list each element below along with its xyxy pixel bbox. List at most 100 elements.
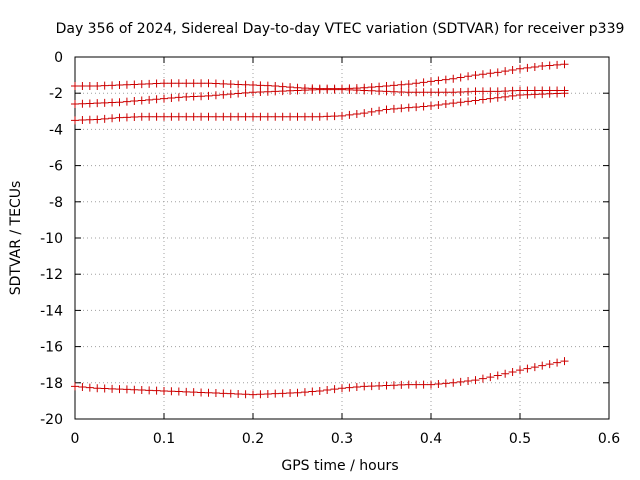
data-point-marker <box>263 87 272 96</box>
data-point-marker <box>174 79 183 88</box>
x-tick-label: 0.3 <box>331 431 353 447</box>
data-point-marker <box>278 389 287 398</box>
data-point-marker <box>538 361 547 370</box>
data-point-marker <box>560 60 569 69</box>
data-point-marker <box>323 112 332 121</box>
data-point-marker <box>300 112 309 121</box>
y-tick-label: -6 <box>49 159 63 175</box>
data-point-marker <box>523 63 532 72</box>
data-point-marker <box>145 386 154 395</box>
data-point-marker <box>441 379 450 388</box>
data-point-marker <box>241 88 250 97</box>
data-point-marker <box>85 383 94 392</box>
data-point-marker <box>122 97 131 106</box>
data-point-marker <box>100 98 109 107</box>
data-point-marker <box>412 88 421 97</box>
data-layer <box>71 60 569 399</box>
data-point-marker <box>71 382 79 391</box>
satellite-track-b <box>71 85 569 109</box>
data-point-marker <box>219 79 228 88</box>
data-point-marker <box>330 385 339 394</box>
data-point-marker <box>486 373 495 382</box>
data-point-marker <box>249 88 257 97</box>
data-point-marker <box>315 386 324 395</box>
data-point-marker <box>78 99 87 108</box>
satellite-track-c <box>71 89 569 125</box>
data-point-marker <box>256 112 265 121</box>
data-point-marker <box>434 76 443 85</box>
data-point-marker <box>211 389 220 398</box>
data-point-marker <box>189 79 198 88</box>
data-point-marker <box>71 116 79 125</box>
data-point-marker <box>545 89 554 98</box>
data-point-marker <box>182 387 191 396</box>
data-point-marker <box>122 113 131 122</box>
data-point-marker <box>456 377 465 386</box>
data-point-marker <box>241 112 250 121</box>
data-point-marker <box>197 79 206 88</box>
data-point-marker <box>300 86 309 95</box>
data-point-marker <box>189 92 198 101</box>
data-point-marker <box>182 79 191 88</box>
data-point-marker <box>338 85 346 94</box>
data-point-marker <box>508 65 517 74</box>
data-point-marker <box>493 93 502 102</box>
y-tick-label: -12 <box>40 267 63 283</box>
data-point-marker <box>412 380 421 389</box>
data-point-marker <box>100 114 109 123</box>
data-point-marker <box>508 91 517 100</box>
data-point-marker <box>160 94 168 103</box>
data-point-marker <box>286 389 295 398</box>
data-point-marker <box>308 112 317 121</box>
data-point-marker <box>516 64 524 73</box>
data-point-marker <box>160 112 168 121</box>
data-point-marker <box>530 363 539 372</box>
data-point-marker <box>122 385 131 394</box>
data-point-marker <box>493 371 502 380</box>
data-point-marker <box>204 112 213 121</box>
data-point-marker <box>345 85 354 94</box>
data-point-marker <box>464 72 473 81</box>
data-point-marker <box>234 112 243 121</box>
data-point-marker <box>367 107 376 116</box>
data-point-marker <box>449 99 458 108</box>
data-point-marker <box>226 80 235 89</box>
data-point-marker <box>219 389 228 398</box>
data-point-marker <box>330 85 339 94</box>
data-point-marker <box>345 383 354 392</box>
data-point-marker <box>419 102 428 111</box>
data-point-marker <box>523 364 532 373</box>
data-point-marker <box>449 378 458 387</box>
data-point-marker <box>115 98 124 107</box>
data-point-marker <box>197 388 206 397</box>
data-point-marker <box>137 96 146 105</box>
data-point-marker <box>367 382 376 391</box>
data-point-marker <box>241 390 250 399</box>
data-point-marker <box>137 80 146 89</box>
data-point-marker <box>152 386 161 395</box>
data-point-marker <box>234 389 243 398</box>
data-point-marker <box>108 384 117 393</box>
data-point-marker <box>271 389 280 398</box>
data-point-marker <box>427 88 435 97</box>
data-point-marker <box>486 69 495 78</box>
data-point-marker <box>78 116 87 125</box>
data-point-marker <box>434 380 443 389</box>
data-point-marker <box>471 71 480 80</box>
data-point-marker <box>338 384 346 393</box>
data-point-marker <box>174 387 183 396</box>
data-point-marker <box>404 88 413 97</box>
data-point-marker <box>152 112 161 121</box>
data-point-marker <box>464 97 473 106</box>
data-point-marker <box>226 389 235 398</box>
data-point-marker <box>234 89 243 98</box>
data-point-marker <box>130 80 139 89</box>
x-tick-label: 0.5 <box>509 431 531 447</box>
data-point-marker <box>71 81 79 90</box>
data-point-marker <box>345 110 354 119</box>
data-point-marker <box>137 386 146 395</box>
data-point-marker <box>249 112 257 121</box>
data-point-marker <box>286 112 295 121</box>
data-point-marker <box>523 90 532 99</box>
data-point-marker <box>315 85 324 94</box>
